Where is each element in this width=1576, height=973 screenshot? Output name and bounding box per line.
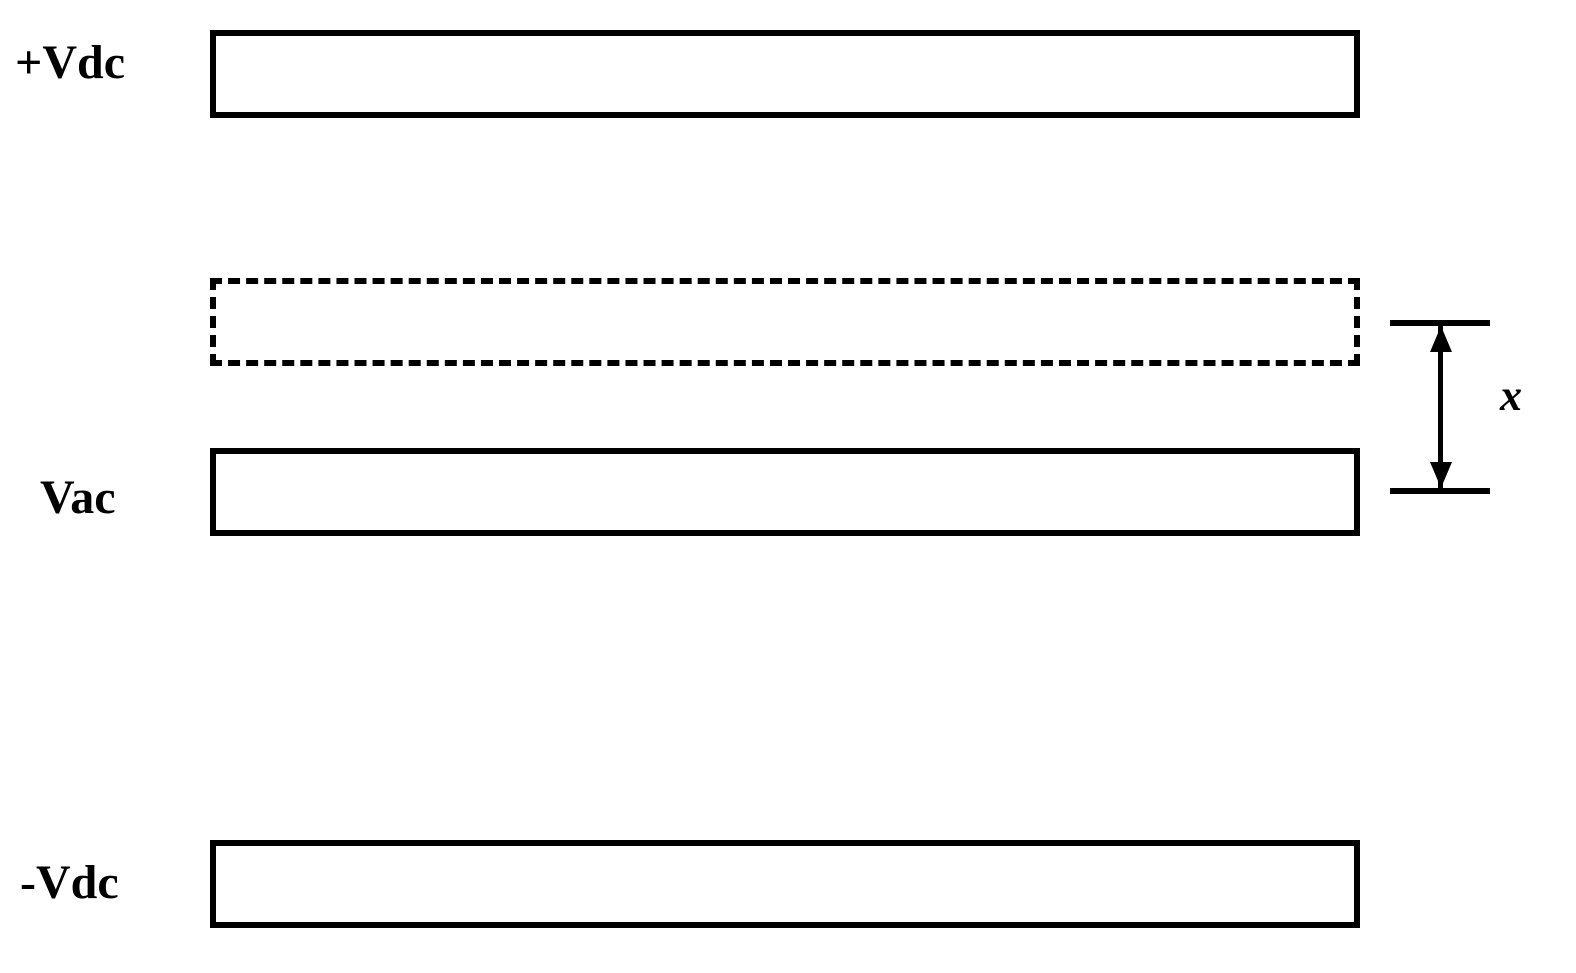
electrode-bottom [210,840,1360,928]
dimension-label-x: x [1500,370,1522,421]
dimension-arrow-down [1430,462,1452,488]
dimension-arrow-up [1430,326,1452,352]
beam-resting [210,448,1360,536]
beam-displaced [210,278,1360,366]
electrode-top [210,30,1360,118]
label-vac: Vac [40,470,116,525]
dimension-tick-bottom [1390,488,1490,494]
label-minus-vdc: -Vdc [20,855,119,910]
diagram-canvas: +Vdc Vac -Vdc x [0,0,1576,973]
label-plus-vdc: +Vdc [15,35,125,90]
